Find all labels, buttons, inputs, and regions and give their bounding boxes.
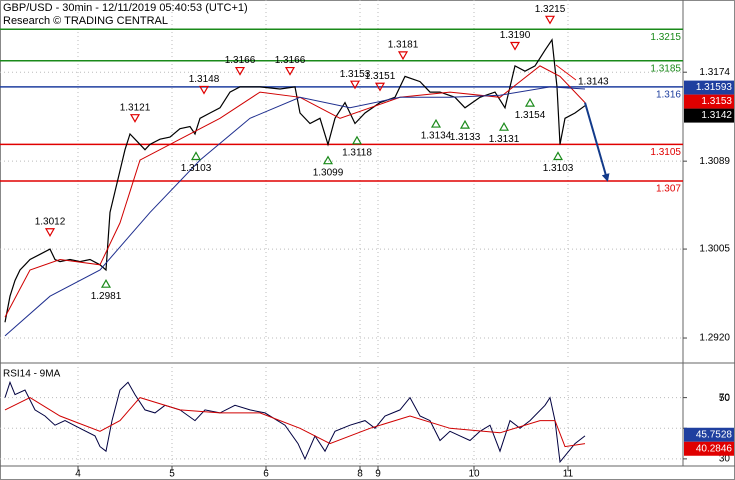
pivot-label: 1.3166 xyxy=(275,55,306,66)
pivot-low xyxy=(100,278,112,288)
x-tick-label: 5 xyxy=(169,469,175,480)
y-tick-label: 1.2920 xyxy=(699,333,730,344)
y-tick-label: 30 xyxy=(719,454,731,465)
pivot-label: 1.3012 xyxy=(35,216,66,227)
pivot-label: 1.3103 xyxy=(543,163,574,174)
pivot-label: 1.3134 xyxy=(421,131,452,142)
pivot-low xyxy=(322,155,334,165)
x-tick-label: 10 xyxy=(468,469,480,480)
level-label: 1.3105 xyxy=(650,147,681,158)
rsi-title: RSI14 - 9MA xyxy=(3,369,61,380)
y-tick-label: 50 xyxy=(719,393,731,404)
x-tick-label: 6 xyxy=(263,469,269,480)
pivot-label: 1.3099 xyxy=(313,167,344,178)
pivot-low xyxy=(430,118,442,128)
pivot-label: 1.3166 xyxy=(225,55,256,66)
pivot-low xyxy=(459,119,471,129)
series-line xyxy=(584,102,610,182)
series-line xyxy=(4,397,586,448)
y-tick-label: 1.3089 xyxy=(699,156,730,167)
y-tick-label: 1.3005 xyxy=(699,244,730,255)
series-line xyxy=(4,38,586,323)
x-tick-label: 11 xyxy=(563,469,574,480)
chart-subtitle: Research © TRADING CENTRAL xyxy=(3,15,168,27)
pivot-label: 1.3154 xyxy=(515,110,546,121)
pivot-label: 1.3148 xyxy=(189,74,220,85)
price-box-label: 1.3153 xyxy=(701,96,732,107)
pivot-label: 1.3121 xyxy=(120,102,151,113)
pivot-low xyxy=(524,97,536,107)
pivot-label: 1.3118 xyxy=(342,147,372,158)
price-box xyxy=(684,80,734,95)
pivot-label: 1.3133 xyxy=(450,132,481,143)
pivot-label: 1.3181 xyxy=(388,40,419,51)
pivot-high xyxy=(349,80,361,90)
price-box-label: 40.2846 xyxy=(696,443,733,454)
series-line xyxy=(4,86,586,337)
pivot-label: 1.3190 xyxy=(500,30,531,41)
pivot-high xyxy=(129,114,141,123)
pivot-high xyxy=(284,66,296,76)
pivot-label: 1.3151 xyxy=(365,71,396,82)
price-box-label: 1.3142 xyxy=(701,110,732,121)
level-label: 1.307 xyxy=(656,184,681,195)
pivot-label: 1.3131 xyxy=(489,134,520,145)
pivot-low xyxy=(498,121,510,131)
price-box xyxy=(684,441,734,456)
pivot-low xyxy=(190,151,202,161)
chart-title: GBP/USD - 30min - 12/11/2019 05:40:53 (U… xyxy=(3,2,248,14)
series-line xyxy=(4,380,586,464)
pivot-label: 1.3103 xyxy=(181,163,212,174)
price-box-label: 45.7528 xyxy=(696,429,733,440)
price-box xyxy=(684,427,734,442)
price-box-label: 1.31593 xyxy=(696,82,733,93)
price-box xyxy=(684,94,734,109)
pivot-high xyxy=(544,15,556,25)
pivot-high xyxy=(509,41,521,51)
pivot-label: 1.2981 xyxy=(91,291,122,302)
series-line xyxy=(4,65,586,318)
pivot-high xyxy=(374,82,386,92)
pivot-low xyxy=(552,151,564,161)
x-tick-label: 9 xyxy=(375,469,381,480)
pivot-high xyxy=(397,51,409,61)
pivot-low xyxy=(351,135,363,145)
x-tick-label: 4 xyxy=(75,469,81,480)
pivot-label: 1.3153 xyxy=(340,69,371,80)
level-label: 1.3215 xyxy=(650,32,681,43)
x-tick-label: 8 xyxy=(357,469,363,480)
pivot-label: 1.3215 xyxy=(535,4,566,15)
y-tick-label: 1.3174 xyxy=(699,67,730,78)
annotation-leader xyxy=(555,64,577,81)
price-box xyxy=(684,108,734,123)
pivot-high xyxy=(234,66,246,76)
pivot-high xyxy=(198,85,210,95)
annotation: 1.3143 xyxy=(578,77,609,88)
pivot-high xyxy=(44,228,56,237)
level-label: 1.316 xyxy=(656,90,681,101)
level-label: 1.3185 xyxy=(650,63,681,74)
y-tick-label: 70 xyxy=(719,392,731,403)
